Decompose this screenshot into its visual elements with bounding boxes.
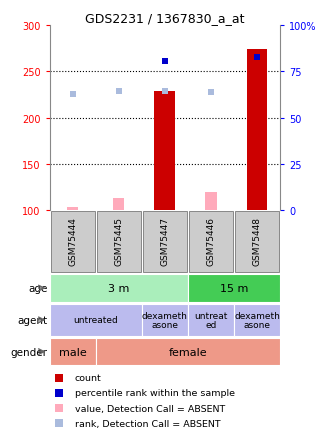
Text: rank, Detection Call = ABSENT: rank, Detection Call = ABSENT (75, 419, 220, 428)
Text: untreated: untreated (73, 316, 118, 325)
Bar (247, 50, 267, 210)
Bar (113, 199, 124, 210)
FancyBboxPatch shape (235, 212, 279, 273)
Text: GSM75445: GSM75445 (114, 217, 123, 266)
Text: count: count (75, 373, 102, 382)
Bar (205, 192, 217, 210)
FancyBboxPatch shape (142, 304, 188, 336)
FancyBboxPatch shape (50, 304, 142, 336)
Text: GSM75444: GSM75444 (68, 217, 77, 265)
Title: GDS2231 / 1367830_a_at: GDS2231 / 1367830_a_at (85, 12, 244, 25)
Text: female: female (169, 347, 207, 357)
FancyBboxPatch shape (189, 212, 233, 273)
Text: gender: gender (10, 347, 47, 357)
FancyBboxPatch shape (97, 212, 141, 273)
Text: untreat
ed: untreat ed (194, 311, 228, 329)
Text: GSM75446: GSM75446 (206, 217, 215, 266)
Text: 15 m: 15 m (220, 283, 248, 293)
FancyBboxPatch shape (234, 304, 280, 336)
Bar (155, 92, 175, 210)
FancyBboxPatch shape (188, 304, 234, 336)
Bar (67, 208, 78, 210)
FancyBboxPatch shape (50, 338, 96, 365)
FancyBboxPatch shape (143, 212, 187, 273)
Text: agent: agent (17, 315, 47, 325)
Text: dexameth
asone: dexameth asone (234, 311, 280, 329)
Text: 3 m: 3 m (108, 283, 129, 293)
Text: age: age (28, 283, 47, 293)
Text: GSM75447: GSM75447 (160, 217, 169, 266)
FancyBboxPatch shape (50, 275, 188, 302)
Text: male: male (59, 347, 86, 357)
FancyBboxPatch shape (51, 212, 95, 273)
FancyBboxPatch shape (96, 338, 280, 365)
Text: dexameth
asone: dexameth asone (142, 311, 188, 329)
Text: percentile rank within the sample: percentile rank within the sample (75, 388, 235, 398)
FancyBboxPatch shape (188, 275, 280, 302)
Text: value, Detection Call = ABSENT: value, Detection Call = ABSENT (75, 404, 225, 413)
Text: GSM75448: GSM75448 (252, 217, 261, 266)
